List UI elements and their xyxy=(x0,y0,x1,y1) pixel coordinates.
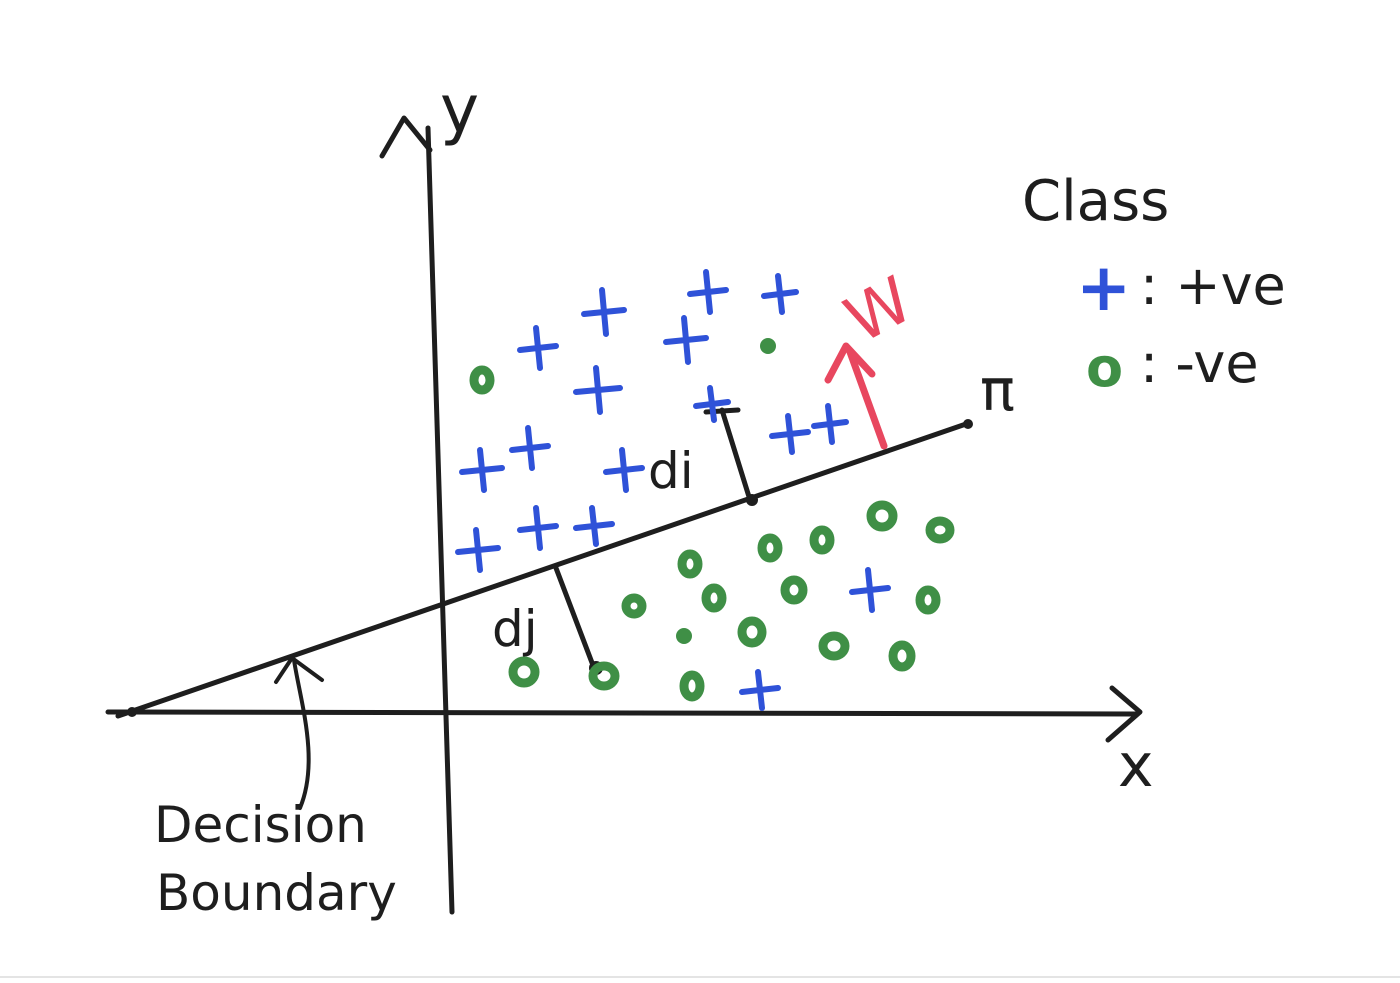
negative-point xyxy=(677,549,703,579)
positive-point xyxy=(739,669,781,711)
positive-point xyxy=(761,273,799,315)
positive-point xyxy=(517,325,559,371)
legend-title: Class xyxy=(1022,169,1169,234)
legend-positive-symbol: + xyxy=(1076,249,1131,326)
y-axis xyxy=(379,115,455,915)
negative-point xyxy=(818,631,850,661)
positive-point xyxy=(573,365,623,415)
positive-point xyxy=(517,505,559,551)
distance-di-label: di xyxy=(648,442,694,500)
distance-dj-label: dj xyxy=(492,600,538,658)
positive-point xyxy=(811,403,849,445)
negative-points xyxy=(469,338,955,702)
negative-point xyxy=(757,533,783,563)
page-bottom-border xyxy=(0,976,1400,978)
distance-dj-segment xyxy=(553,565,603,675)
positive-point xyxy=(687,269,729,315)
negative-point xyxy=(676,628,692,644)
negative-point xyxy=(780,575,808,605)
positive-point xyxy=(603,447,645,493)
normal-vector-arrow xyxy=(824,342,888,450)
positive-point xyxy=(573,505,615,547)
positive-point xyxy=(459,447,505,493)
negative-point xyxy=(588,661,620,691)
negative-point xyxy=(866,500,898,532)
negative-point xyxy=(925,516,955,544)
negative-point xyxy=(508,656,540,688)
x-axis-label: x xyxy=(1118,731,1154,801)
legend: Class + : +ve o : -ve xyxy=(1022,169,1286,399)
positive-point xyxy=(769,413,811,455)
distance-di-segment xyxy=(703,407,758,506)
positive-point xyxy=(581,287,627,337)
negative-point xyxy=(469,365,495,395)
negative-point xyxy=(809,525,835,555)
negative-point xyxy=(701,583,727,613)
positive-point xyxy=(693,385,731,423)
negative-point xyxy=(915,585,941,615)
legend-positive-text: : +ve xyxy=(1140,254,1286,317)
positive-point xyxy=(509,425,551,471)
negative-point xyxy=(760,338,776,354)
annotation-line-1: Decision xyxy=(154,796,367,854)
annotation-arrow xyxy=(274,656,324,810)
y-axis-label: y xyxy=(440,71,479,148)
hyperplane-label: π xyxy=(980,356,1015,424)
decision-boundary-line xyxy=(115,419,973,719)
legend-negative-symbol: o xyxy=(1086,336,1123,399)
x-axis xyxy=(105,685,1143,743)
positive-points xyxy=(455,269,891,711)
positive-point xyxy=(455,527,501,573)
positive-point xyxy=(849,567,891,613)
negative-point xyxy=(679,670,705,702)
legend-negative-text: : -ve xyxy=(1140,332,1259,395)
negative-point xyxy=(737,616,767,648)
positive-point xyxy=(663,315,709,365)
annotation-line-2: Boundary xyxy=(156,864,397,922)
negative-point xyxy=(621,593,647,619)
negative-point xyxy=(888,640,916,672)
